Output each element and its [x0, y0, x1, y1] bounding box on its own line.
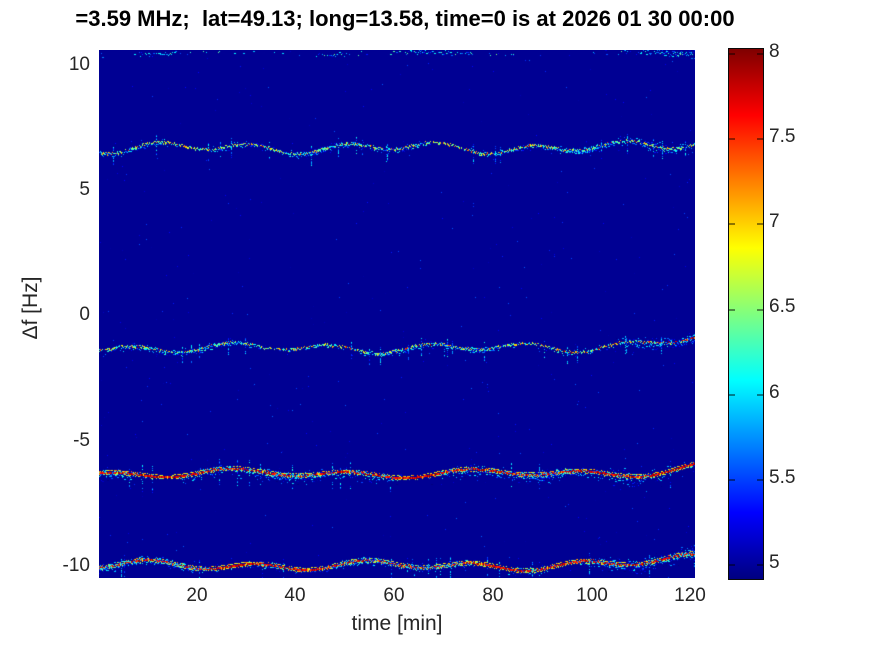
colorbar [728, 48, 764, 580]
x-tick-label: 60 [383, 585, 405, 606]
y-tick-label: 10 [68, 54, 90, 75]
x-tick-label: 120 [674, 585, 706, 606]
colorbar-tick-label: 6 [769, 382, 780, 403]
y-tick-label: 5 [79, 179, 90, 200]
y-tick-label: -10 [62, 555, 90, 576]
colorbar-tick-label: 5 [769, 552, 780, 573]
colorbar-tick-label: 8 [769, 41, 780, 62]
x-tick-label: 80 [482, 585, 504, 606]
colorbar-tick-label: 7.5 [769, 126, 796, 147]
plot-title: =3.59 MHz; lat=49.13; long=13.58, time=0… [75, 6, 735, 31]
colorbar-tick-label: 6.5 [769, 296, 796, 317]
colorbar-tick-label: 5.5 [769, 467, 796, 488]
x-tick-label: 20 [186, 585, 208, 606]
colorbar-tick-label: 7 [769, 211, 780, 232]
x-tick-label: 100 [576, 585, 608, 606]
y-tick-label: 0 [79, 304, 90, 325]
x-axis-label: time [min] [351, 612, 443, 635]
x-tick-label: 40 [284, 585, 306, 606]
spectrogram-canvas [99, 50, 695, 578]
y-tick-label: -5 [73, 430, 90, 451]
